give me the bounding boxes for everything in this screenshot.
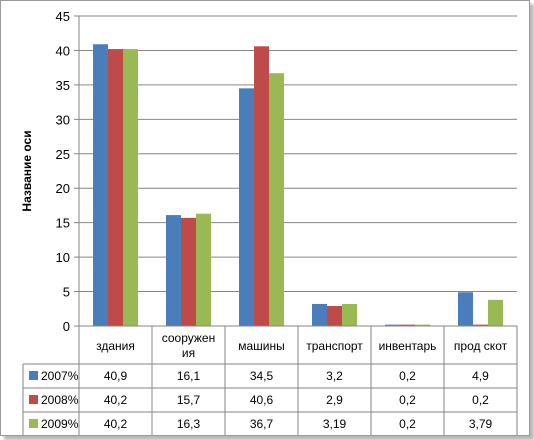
category-label: здания <box>96 339 135 353</box>
bar <box>166 215 181 326</box>
bar <box>385 324 400 326</box>
data-table-value: 0,2 <box>399 393 416 407</box>
data-table-value: 3,2 <box>326 369 343 383</box>
bar <box>123 49 138 327</box>
data-table-value: 15,7 <box>177 393 201 407</box>
data-table-value: 3,79 <box>469 417 493 431</box>
y-tick-label: 40 <box>56 43 70 58</box>
legend-key <box>29 371 38 380</box>
bar <box>181 217 196 326</box>
y-tick-label: 20 <box>56 181 70 196</box>
data-table-value: 34,5 <box>250 369 274 383</box>
bars <box>93 44 503 327</box>
bar <box>415 324 430 326</box>
data-table-value: 0,2 <box>399 369 416 383</box>
category-label: инвентарь <box>379 339 437 353</box>
bar <box>93 44 108 326</box>
data-table-value: 16,1 <box>177 369 201 383</box>
bar <box>196 213 211 326</box>
y-tick-label: 0 <box>63 319 70 334</box>
category-label: транспорт <box>306 339 363 353</box>
y-tick-label: 15 <box>56 216 70 231</box>
bar <box>254 46 269 327</box>
bar <box>108 49 123 327</box>
bar <box>239 88 254 326</box>
y-tick-label: 45 <box>56 9 70 24</box>
data-table-value: 0,2 <box>399 417 416 431</box>
data-table-value: 40,6 <box>250 393 274 407</box>
data-table-value: 40,2 <box>104 417 128 431</box>
bar <box>400 324 415 326</box>
data-table-value: 40,2 <box>104 393 128 407</box>
bar <box>342 304 357 326</box>
legend-label: 2009% <box>41 417 79 431</box>
data-table-value: 0,2 <box>472 393 489 407</box>
gridlines <box>79 15 517 293</box>
data-table-value: 40,9 <box>104 369 128 383</box>
legend-label: 2007% <box>41 369 79 383</box>
y-tick-label: 10 <box>56 250 70 265</box>
bar <box>473 324 488 326</box>
data-table-value: 3,19 <box>323 417 347 431</box>
legend-label: 2008% <box>41 393 79 407</box>
legend-key <box>29 395 38 404</box>
y-tick-label: 35 <box>56 78 70 93</box>
bar <box>488 299 503 326</box>
axes: 0 5 10 15 20 25 30 35 40 45 <box>56 9 80 334</box>
y-tick-label: 25 <box>56 147 70 162</box>
legend-key <box>29 419 38 428</box>
bar <box>458 292 473 326</box>
category-label: машины <box>238 339 285 353</box>
category-label: прод скот <box>454 339 508 353</box>
bar <box>327 306 342 326</box>
y-axis-title: Название оси <box>20 130 34 211</box>
data-table-value: 4,9 <box>472 369 489 383</box>
y-tick-label: 5 <box>63 285 70 300</box>
bar <box>312 303 327 326</box>
data-table-value: 2,9 <box>326 393 343 407</box>
bar <box>269 73 284 326</box>
category-label: ия <box>182 346 195 360</box>
data-table-value: 16,3 <box>177 417 201 431</box>
data-table-value: 36,7 <box>250 417 274 431</box>
category-label: сооружен <box>162 331 215 345</box>
y-tick-label: 30 <box>56 112 70 127</box>
